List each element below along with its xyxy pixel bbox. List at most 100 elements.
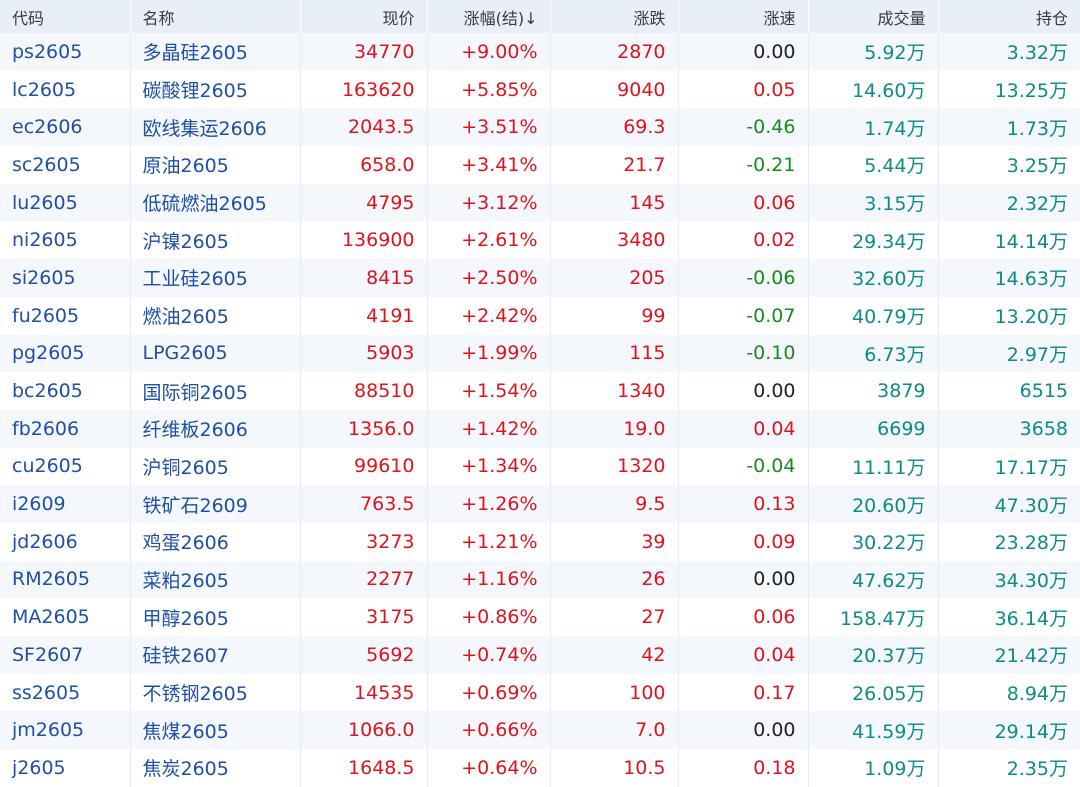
contract-code[interactable]: sc2605 <box>0 146 131 184</box>
contract-code[interactable]: fb2606 <box>0 409 131 448</box>
change-amount: 69.3 <box>550 108 679 147</box>
table-row[interactable]: fu2605 燃油2605 4191 +2.42% 99 -0.07 40.79… <box>0 296 1080 335</box>
change-amount: 145 <box>550 183 679 222</box>
speed: 0.00 <box>678 560 809 599</box>
volume: 32.60万 <box>808 259 939 297</box>
change-percent: +0.64% <box>427 749 551 787</box>
table-row[interactable]: ss2605 不锈钢2605 14535 +0.69% 100 0.17 26.… <box>0 673 1080 712</box>
open-interest: 29.14万 <box>994 720 1068 743</box>
volume: 26.05万 <box>808 673 939 712</box>
change-percent: +2.42% <box>427 296 551 335</box>
contract-code[interactable]: ps2605 <box>0 33 131 71</box>
change-percent: +0.74% <box>427 636 551 674</box>
contract-name[interactable]: 原油2605 <box>130 146 301 184</box>
change-percent: +3.12% <box>427 183 551 222</box>
table-row[interactable]: lc2605 碳酸锂2605 163620 +5.85% 9040 0.05 1… <box>0 70 1080 109</box>
table-row[interactable]: MA2605 甲醇2605 3175 +0.86% 27 0.06 158.47… <box>0 598 1080 636</box>
column-header-name[interactable]: 名称 <box>130 0 301 33</box>
contract-name[interactable]: 焦炭2605 <box>130 749 301 787</box>
contract-name[interactable]: LPG2605 <box>130 334 301 373</box>
contract-name[interactable]: 工业硅2605 <box>130 259 301 297</box>
table-row[interactable]: jd2606 鸡蛋2606 3273 +1.21% 39 0.09 30.22万… <box>0 522 1080 561</box>
open-interest: 3658 <box>1019 417 1068 440</box>
contract-code[interactable]: jd2606 <box>0 522 131 561</box>
contract-code[interactable]: jm2605 <box>0 711 131 750</box>
contract-code[interactable]: bc2605 <box>0 372 131 410</box>
contract-code[interactable]: SF2607 <box>0 636 131 674</box>
table-row[interactable]: ni2605 沪镍2605 136900 +2.61% 3480 0.02 29… <box>0 221 1080 260</box>
change-amount: 7.0 <box>550 711 679 750</box>
contract-code[interactable]: ss2605 <box>0 673 131 712</box>
contract-name[interactable]: 沪镍2605 <box>130 221 301 260</box>
change-amount: 26 <box>550 560 679 599</box>
contract-code[interactable]: i2609 <box>0 485 131 523</box>
table-row[interactable]: i2609 铁矿石2609 763.5 +1.26% 9.5 0.13 20.6… <box>0 485 1080 523</box>
column-header-change[interactable]: 涨跌 <box>550 0 679 33</box>
table-row[interactable]: fb2606 纤维板2606 1356.0 +1.42% 19.0 0.04 6… <box>0 409 1080 448</box>
contract-code[interactable]: j2605 <box>0 749 131 787</box>
speed: 0.17 <box>678 673 809 712</box>
table-row[interactable]: sc2605 原油2605 658.0 +3.41% 21.7 -0.21 5.… <box>0 146 1080 184</box>
speed: 0.04 <box>678 409 809 448</box>
contract-code[interactable]: lu2605 <box>0 183 131 222</box>
column-header-price[interactable]: 现价 <box>300 0 428 33</box>
contract-name[interactable]: 欧线集运2606 <box>130 108 301 147</box>
contract-name[interactable]: 燃油2605 <box>130 296 301 335</box>
column-header-pct-sorted[interactable]: 涨幅(结)↓ <box>427 0 551 33</box>
change-amount: 10.5 <box>550 749 679 787</box>
change-amount: 1340 <box>550 372 679 410</box>
open-interest: 13.20万 <box>994 306 1068 329</box>
change-amount: 19.0 <box>550 409 679 448</box>
contract-code[interactable]: ec2606 <box>0 108 131 147</box>
contract-name[interactable]: 铁矿石2609 <box>130 485 301 523</box>
table-row[interactable]: si2605 工业硅2605 8415 +2.50% 205 -0.06 32.… <box>0 259 1080 297</box>
last-price: 4191 <box>300 296 428 335</box>
table-row[interactable]: jm2605 焦煤2605 1066.0 +0.66% 7.0 0.00 41.… <box>0 711 1080 750</box>
contract-code[interactable]: MA2605 <box>0 598 131 636</box>
contract-code[interactable]: fu2605 <box>0 296 131 335</box>
table-row[interactable]: SF2607 硅铁2607 5692 +0.74% 42 0.04 20.37万… <box>0 636 1080 674</box>
column-header-code[interactable]: 代码 <box>0 0 131 33</box>
last-price: 3175 <box>300 598 428 636</box>
column-header-speed[interactable]: 涨速 <box>678 0 809 33</box>
contract-name[interactable]: 焦煤2605 <box>130 711 301 750</box>
table-row[interactable]: bc2605 国际铜2605 88510 +1.54% 1340 0.00 38… <box>0 372 1080 410</box>
speed: -0.06 <box>678 259 809 297</box>
contract-code[interactable]: lc2605 <box>0 70 131 109</box>
contract-name[interactable]: 甲醇2605 <box>130 598 301 636</box>
last-price: 8415 <box>300 259 428 297</box>
volume: 3.15万 <box>808 183 939 222</box>
contract-name[interactable]: 多晶硅2605 <box>130 33 301 71</box>
table-row[interactable]: cu2605 沪铜2605 99610 +1.34% 1320 -0.04 11… <box>0 447 1080 486</box>
last-price: 4795 <box>300 183 428 222</box>
table-row[interactable]: ec2606 欧线集运2606 2043.5 +3.51% 69.3 -0.46… <box>0 108 1080 147</box>
change-percent: +2.50% <box>427 259 551 297</box>
contract-name[interactable]: 沪铜2605 <box>130 447 301 486</box>
table-row[interactable]: RM2605 菜粕2605 2277 +1.16% 26 0.00 47.62万… <box>0 560 1080 599</box>
table-header-row: 代码 名称 现价 涨幅(结)↓ 涨跌 涨速 成交量 持仓 <box>0 0 1080 33</box>
change-percent: +1.26% <box>427 485 551 523</box>
contract-name[interactable]: 鸡蛋2606 <box>130 522 301 561</box>
table-row[interactable]: ps2605 多晶硅2605 34770 +9.00% 2870 0.00 5.… <box>0 33 1080 71</box>
column-header-volume[interactable]: 成交量 <box>808 0 939 33</box>
speed: 0.05 <box>678 70 809 109</box>
column-header-open-interest[interactable]: 持仓 <box>1035 8 1068 28</box>
contract-name[interactable]: 不锈钢2605 <box>130 673 301 712</box>
contract-name[interactable]: 菜粕2605 <box>130 560 301 599</box>
contract-name[interactable]: 纤维板2606 <box>130 409 301 448</box>
contract-name[interactable]: 硅铁2607 <box>130 636 301 674</box>
table-row[interactable]: pg2605 LPG2605 5903 +1.99% 115 -0.10 6.7… <box>0 334 1080 373</box>
contract-name[interactable]: 碳酸锂2605 <box>130 70 301 109</box>
last-price: 136900 <box>300 221 428 260</box>
speed: 0.18 <box>678 749 809 787</box>
contract-code[interactable]: pg2605 <box>0 334 131 373</box>
contract-code[interactable]: RM2605 <box>0 560 131 599</box>
last-price: 763.5 <box>300 485 428 523</box>
table-row[interactable]: j2605 焦炭2605 1648.5 +0.64% 10.5 0.18 1.0… <box>0 749 1080 787</box>
contract-name[interactable]: 低硫燃油2605 <box>130 183 301 222</box>
contract-name[interactable]: 国际铜2605 <box>130 372 301 410</box>
contract-code[interactable]: si2605 <box>0 259 131 297</box>
contract-code[interactable]: ni2605 <box>0 221 131 260</box>
contract-code[interactable]: cu2605 <box>0 447 131 486</box>
table-row[interactable]: lu2605 低硫燃油2605 4795 +3.12% 145 0.06 3.1… <box>0 183 1080 222</box>
